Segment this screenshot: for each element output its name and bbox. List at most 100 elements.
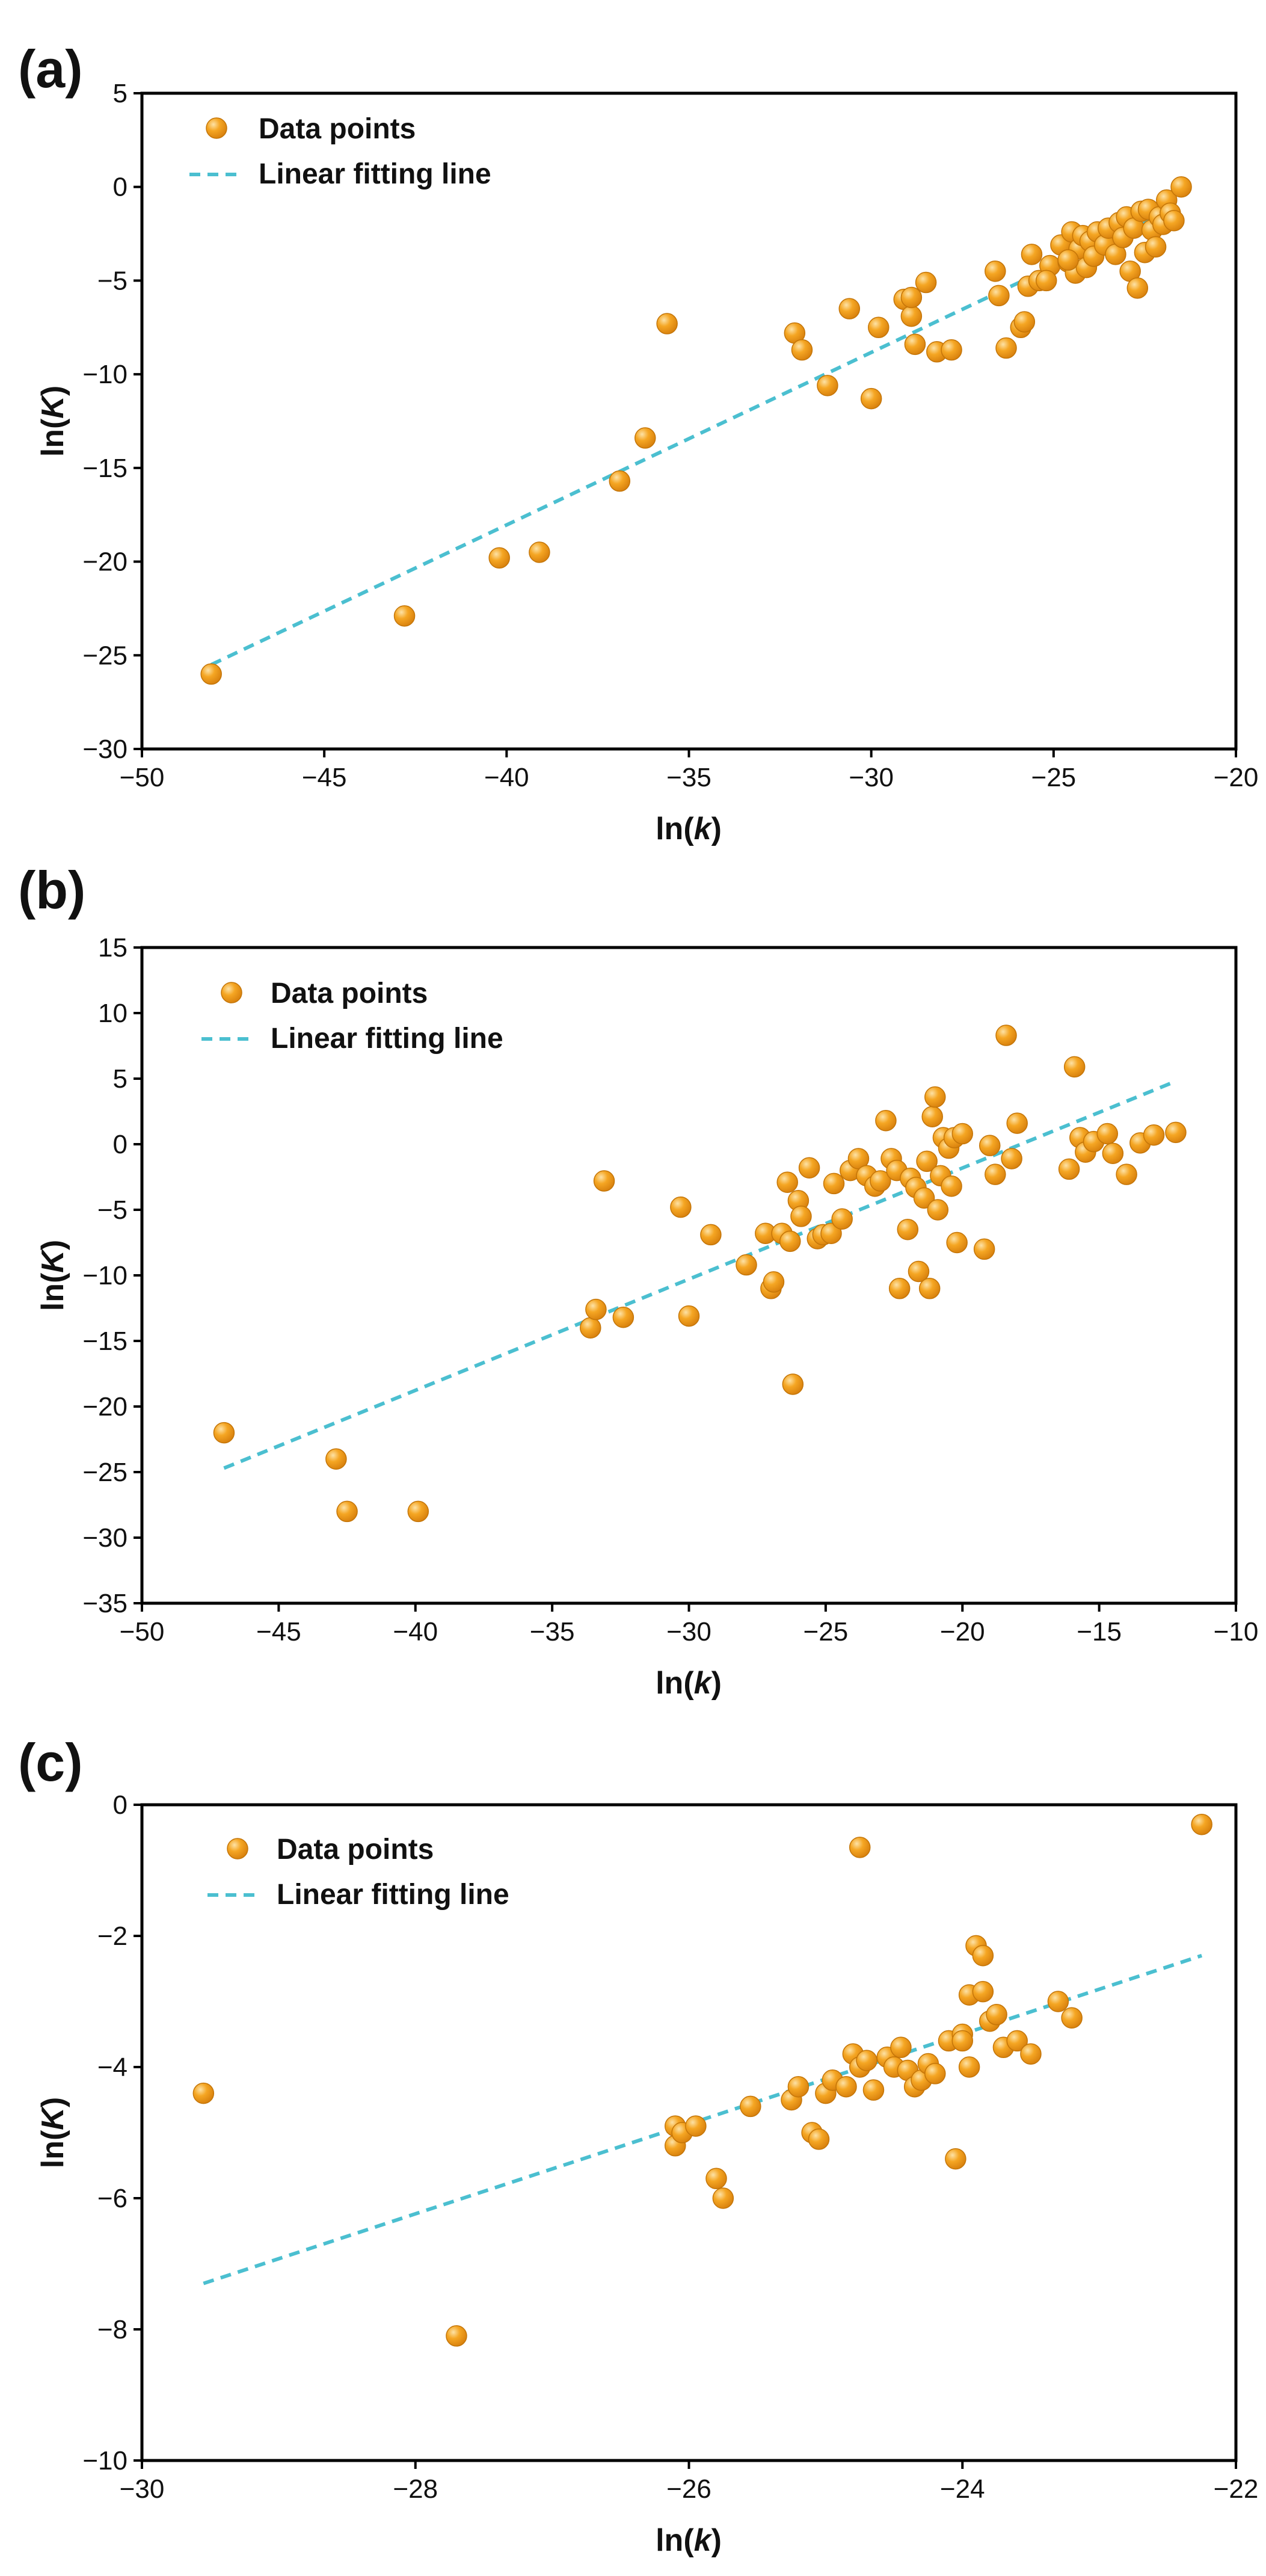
x-tick-label-b-8: −10 <box>1214 1617 1259 1647</box>
data-point-a-20 <box>985 260 1006 282</box>
data-point-b-10 <box>700 1224 722 1246</box>
data-point-a-47 <box>1126 277 1149 299</box>
y-tick-label-b-5: −10 <box>82 1261 128 1290</box>
y-axis-title-c: ln(K) <box>35 2097 70 2168</box>
data-point-b-44 <box>927 1199 949 1221</box>
data-point-b-64 <box>1102 1142 1124 1165</box>
y-axis-title-a: ln(K) <box>35 386 70 457</box>
data-point-a-21 <box>988 285 1010 307</box>
data-point-a-3 <box>529 541 550 563</box>
data-point-c-27 <box>924 2063 946 2085</box>
legend-label-line-c: Linear fitting line <box>277 1879 509 1911</box>
panel-label-b: (b) <box>18 860 85 920</box>
x-axis-title-c: ln(k) <box>656 2523 722 2558</box>
x-tick-label-a-4: −30 <box>849 763 894 792</box>
y-tick-label-b-3: −20 <box>82 1392 128 1422</box>
y-tick-label-a-1: −25 <box>82 641 128 670</box>
x-tick-label-c-1: −28 <box>393 2474 438 2504</box>
y-tick-label-c-1: −8 <box>97 2315 128 2344</box>
y-tick-label-b-10: 15 <box>98 933 128 963</box>
data-point-c-44 <box>951 2030 973 2052</box>
data-point-b-52 <box>973 1238 995 1260</box>
data-point-c-45 <box>972 1980 994 2003</box>
data-point-b-51 <box>951 1123 973 1145</box>
data-point-c-7 <box>712 2187 734 2209</box>
data-point-a-2 <box>488 547 510 569</box>
data-point-a-1 <box>393 605 416 627</box>
data-point-a-11 <box>860 387 882 410</box>
data-point-a-6 <box>656 313 678 334</box>
y-tick-label-b-8: 5 <box>113 1064 128 1094</box>
data-point-c-39 <box>1047 1991 1069 2012</box>
data-point-b-9 <box>678 1305 700 1327</box>
y-tick-label-c-3: −4 <box>97 2053 128 2082</box>
data-point-c-41 <box>1191 1813 1212 1835</box>
data-point-a-8 <box>791 339 813 361</box>
y-tick-label-b-6: −5 <box>97 1195 128 1225</box>
data-point-a-57 <box>1163 210 1185 232</box>
data-point-b-11 <box>736 1254 757 1276</box>
data-point-b-43 <box>924 1086 946 1108</box>
y-tick-label-c-2: −6 <box>97 2184 128 2213</box>
data-point-c-18 <box>856 2050 877 2071</box>
data-point-b-67 <box>1143 1124 1165 1146</box>
x-tick-label-c-4: −22 <box>1214 2474 1259 2504</box>
data-point-b-1 <box>325 1448 347 1470</box>
data-point-c-22 <box>890 2036 912 2059</box>
data-point-c-40 <box>1061 2007 1083 2029</box>
y-tick-label-b-1: −30 <box>82 1523 128 1553</box>
x-tick-label-b-3: −35 <box>530 1617 575 1647</box>
data-point-b-59 <box>1063 1056 1086 1078</box>
data-point-b-19 <box>790 1206 812 1227</box>
legend-label-points-b: Data points <box>271 978 428 1009</box>
legend-point-symbol-b <box>221 982 242 1003</box>
data-point-b-38 <box>908 1260 930 1283</box>
data-point-a-22 <box>995 337 1017 359</box>
data-point-c-10 <box>787 2075 810 2098</box>
x-tick-label-b-0: −50 <box>120 1617 165 1647</box>
data-point-b-40 <box>916 1150 938 1172</box>
x-tick-label-a-5: −25 <box>1031 763 1077 792</box>
y-tick-label-a-2: −20 <box>82 547 128 577</box>
data-point-a-24 <box>1013 311 1036 333</box>
data-point-c-1 <box>446 2325 467 2347</box>
y-tick-label-b-9: 10 <box>98 999 128 1028</box>
y-tick-label-c-4: −2 <box>97 1921 128 1951</box>
y-tick-label-a-5: −5 <box>97 266 128 295</box>
data-point-c-35 <box>986 2004 1007 2026</box>
data-point-b-48 <box>941 1176 962 1197</box>
data-point-b-39 <box>913 1187 935 1209</box>
data-point-b-16 <box>776 1171 798 1193</box>
data-point-b-5 <box>585 1298 607 1320</box>
panel-a: (a) −50 −45 −40 −35 −30 −25 −20−30−25−20−15−10… <box>18 39 1258 846</box>
data-point-a-9 <box>817 375 838 396</box>
legend-b: Data points Linear fitting line <box>201 978 503 1055</box>
data-point-c-15 <box>835 2075 857 2098</box>
data-point-b-8 <box>670 1196 692 1218</box>
data-point-a-19 <box>941 339 962 361</box>
data-point-b-50 <box>946 1231 968 1254</box>
x-tick-label-a-1: −45 <box>302 763 347 792</box>
data-point-a-52 <box>1145 236 1167 258</box>
y-tick-label-a-4: −10 <box>82 360 128 389</box>
y-tick-label-c-5: 0 <box>113 1790 128 1820</box>
fit-line-b <box>223 1079 1177 1470</box>
x-tick-label-c-2: −26 <box>666 2474 711 2504</box>
data-point-b-4 <box>580 1317 601 1339</box>
data-point-b-42 <box>921 1106 943 1127</box>
data-point-a-60 <box>1035 270 1057 292</box>
ticks-b: −50 −45 −40 −35 −30 −25 −20 −15 −10−35−30−25−20−… <box>82 933 1258 1647</box>
data-point-c-0 <box>192 2082 215 2104</box>
y-tick-label-a-6: 0 <box>113 173 128 202</box>
legend-label-line-a: Linear fitting line <box>259 158 491 190</box>
y-tick-label-b-7: 0 <box>113 1130 128 1159</box>
data-point-b-57 <box>1006 1112 1028 1134</box>
ticks-c: −30 −28 −26 −24 −22 −10 −8 −6 −4 −2 0 <box>82 1790 1258 2504</box>
legend-label-points-a: Data points <box>259 113 416 145</box>
x-tick-label-a-6: −20 <box>1214 763 1259 792</box>
data-point-c-8 <box>740 2095 761 2118</box>
y-tick-label-b-2: −25 <box>82 1458 128 1487</box>
data-point-c-38 <box>1020 2043 1042 2065</box>
data-point-b-35 <box>897 1218 919 1240</box>
y-tick-label-b-0: −35 <box>82 1589 128 1618</box>
